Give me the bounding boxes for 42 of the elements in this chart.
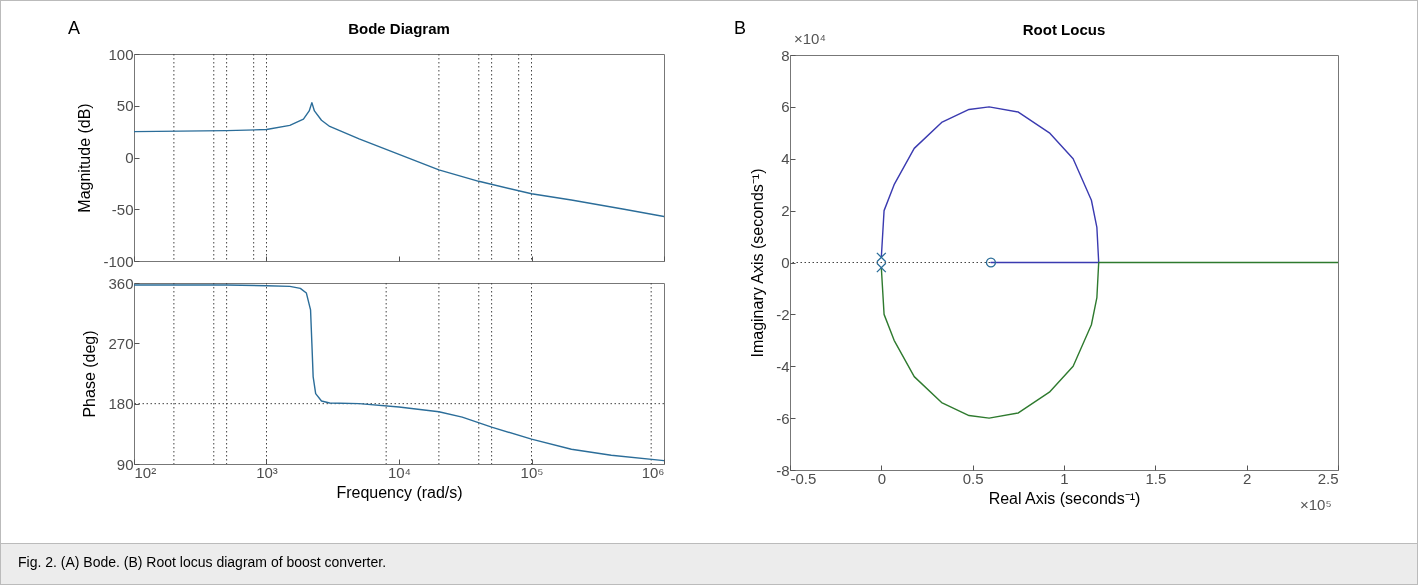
x-tick-label: 2 <box>1242 469 1252 487</box>
y-tick-label: -100 <box>103 252 134 270</box>
x-tick-label: 10³ <box>256 463 278 481</box>
x-axis-title: Real Axis (seconds⁻¹) <box>988 489 1141 507</box>
y-axis-title: Magnitude (dB) <box>76 103 94 213</box>
y-tick-label: -2 <box>776 305 790 323</box>
text: ×10⁴ <box>794 30 826 47</box>
text: B <box>734 18 747 39</box>
x-tick-label: 1 <box>1060 469 1069 487</box>
y-tick-label: 6 <box>781 98 790 116</box>
y-tick-label: 180 <box>108 395 134 413</box>
y-tick-label: -4 <box>776 357 790 375</box>
y-tick-label: 2 <box>781 202 790 220</box>
y-tick-label: 0 <box>125 149 134 166</box>
chart-title: Bode Diagram <box>348 20 450 37</box>
y-axis-title: Phase (deg) <box>81 330 99 418</box>
x-tick-label: 2.5 <box>1317 469 1339 487</box>
x-tick-label: 10² <box>134 463 157 481</box>
x-tick-label: 10⁴ <box>387 463 412 481</box>
y-tick-label: -6 <box>776 409 790 427</box>
x-axis-title: Frequency (rad/s) <box>336 483 463 501</box>
y-tick-label: 360 <box>108 274 134 292</box>
text: A <box>68 18 81 39</box>
y-tick-label: -50 <box>111 200 134 218</box>
y-tick-label: 100 <box>108 45 134 63</box>
x-tick-label: -0.5 <box>790 469 817 487</box>
y-tick-label: 0 <box>781 254 790 271</box>
y-tick-label: 50 <box>116 97 134 115</box>
y-tick-label: 90 <box>116 455 134 473</box>
y-tick-label: 8 <box>781 46 790 64</box>
x-tick-label: 0 <box>877 469 887 487</box>
x-tick-label: 10⁵ <box>520 463 544 481</box>
y-axis-title: Imaginary Axis (seconds⁻¹) <box>749 168 767 358</box>
y-tick-label: -8 <box>776 461 790 479</box>
x-tick-label: 1.5 <box>1145 469 1167 487</box>
chart-title: Root Locus <box>1022 21 1106 38</box>
y-tick-label: 270 <box>108 334 134 352</box>
x-tick-label: 0.5 <box>962 469 984 487</box>
text: ×10⁵ <box>1300 496 1332 513</box>
x-tick-label: 10⁶ <box>641 463 665 481</box>
caption: Fig. 2. (A) Bode. (B) Root locus diagram of boost converter. <box>18 554 387 570</box>
y-tick-label: 4 <box>781 150 790 168</box>
